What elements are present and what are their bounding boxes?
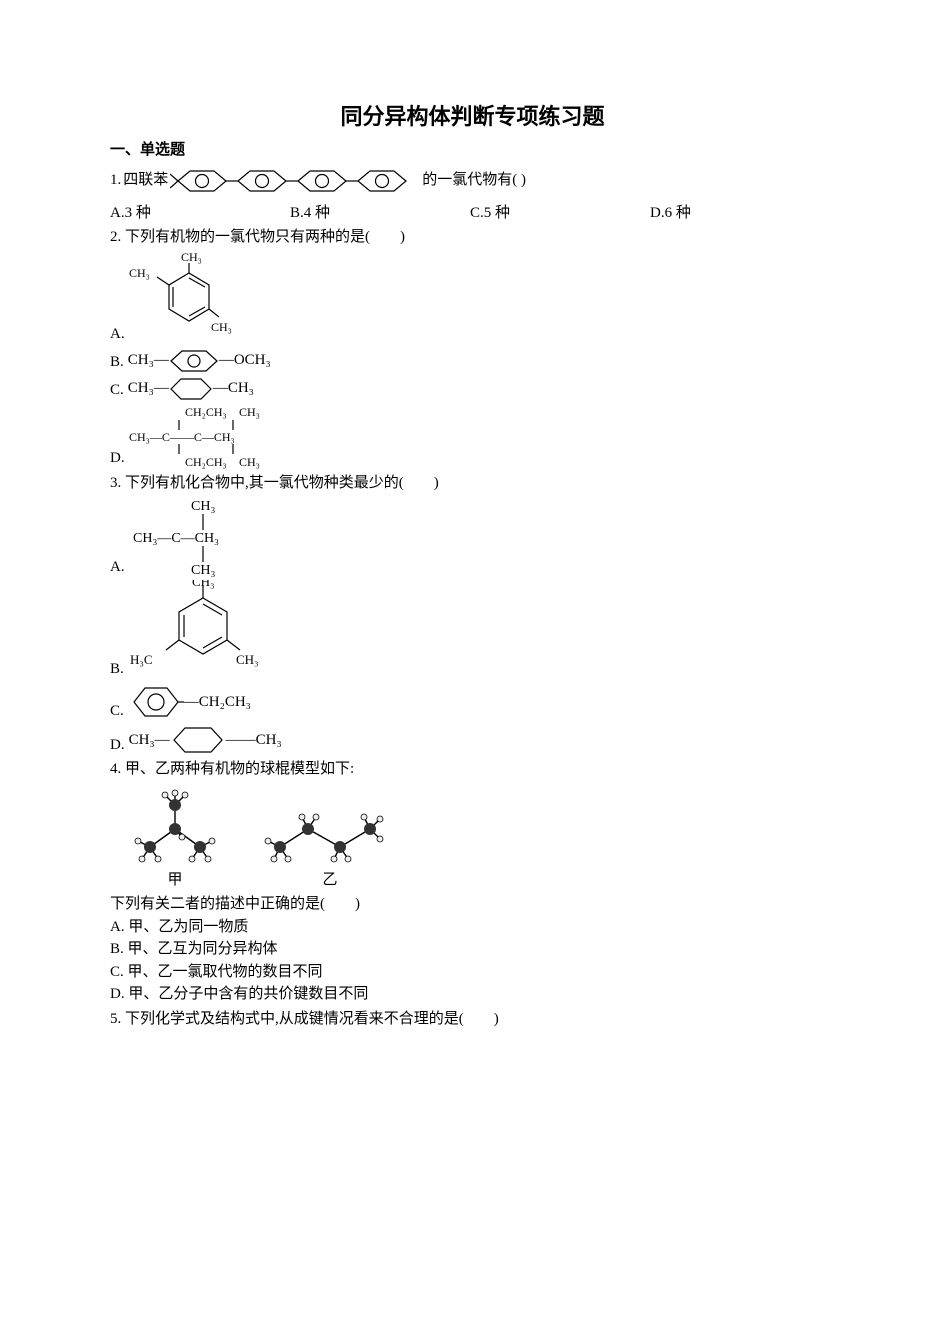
q1-opt-c: C.5 种	[470, 202, 650, 225]
q2-text: 2. 下列有机物的一氯代物只有两种的是( )	[110, 226, 835, 249]
q1-opt-b: B.4 种	[290, 202, 470, 225]
svg-text:CH₃: CH₃	[129, 266, 150, 280]
q3-opt-a-label: A.	[110, 556, 125, 579]
q4-text: 4. 甲、乙两种有机物的球棍模型如下:	[110, 758, 835, 781]
q4-model-yi	[260, 799, 400, 869]
q2-opt-d-label: D.	[110, 447, 125, 470]
svg-text:CH₃—C—CH₃: CH₃—C—CH₃	[133, 531, 219, 546]
q2-opt-a-structure: CH₃ CH₃ CH₃	[129, 251, 249, 346]
question-1: 1. 四联苯	[110, 164, 835, 225]
quaterphenyl-structure	[170, 164, 420, 198]
q2-opt-b-label: B.	[110, 351, 124, 374]
q4-opt-d: D. 甲、乙分子中含有的共价键数目不同	[110, 983, 835, 1006]
q3-d-right: —CH₃	[241, 729, 282, 752]
q2-opt-c-label: C.	[110, 379, 124, 402]
svg-text:CH₃: CH₃	[211, 320, 232, 334]
svg-text:CH₃: CH₃	[192, 580, 215, 589]
question-2: 2. 下列有机物的一氯代物只有两种的是( ) A.	[110, 226, 835, 470]
q3-opt-d-label: D.	[110, 734, 125, 757]
svg-text:CH₂CH₃: CH₂CH₃	[185, 405, 227, 419]
section-heading: 一、单选题	[110, 139, 835, 162]
svg-text:CH₃: CH₃	[191, 563, 215, 578]
svg-text:CH₃: CH₃	[236, 652, 259, 667]
q3-text: 3. 下列有机化合物中,其一氯代物种类最少的( )	[110, 472, 835, 495]
q4-opt-a: A. 甲、乙为同一物质	[110, 916, 835, 939]
q2-b-right: —OCH₃	[219, 349, 271, 372]
q3-d-dash: —	[226, 729, 241, 752]
q1-opt-a: A.3 种	[110, 202, 290, 225]
q3-opt-c-ring	[128, 682, 184, 722]
q2-c-left: CH₃—	[128, 377, 169, 400]
q2-opt-b-ring	[169, 348, 219, 374]
svg-text:CH₃: CH₃	[191, 499, 215, 514]
q4-caption-yi: 乙	[260, 869, 400, 892]
q4-caption-jia: 甲	[120, 869, 230, 892]
question-5: 5. 下列化学式及结构式中,从成键情况看来不合理的是( )	[110, 1008, 835, 1031]
q1-lead: 四联苯	[123, 169, 168, 192]
q4-opt-b: B. 甲、乙互为同分异构体	[110, 938, 835, 961]
q4-lead2: 下列有关二者的描述中正确的是( )	[110, 893, 835, 916]
q3-opt-b-label: B.	[110, 658, 124, 681]
q3-d-left: CH₃—	[129, 729, 170, 752]
q4-model-jia	[120, 789, 230, 869]
q2-b-left: CH₃—	[128, 349, 169, 372]
q3-opt-b-structure: CH₃ H₃C CH₃	[128, 580, 278, 680]
q2-opt-a-label: A.	[110, 323, 125, 346]
q3-c-formula: —CH₂CH₃	[184, 691, 251, 714]
svg-text:CH₃: CH₃	[181, 251, 202, 264]
q1-tail: 的一氯代物有( )	[422, 169, 526, 192]
page-title: 同分异构体判断专项练习题	[110, 100, 835, 133]
svg-text:H₃C: H₃C	[130, 652, 153, 667]
q2-c-right: —CH₃	[213, 377, 254, 400]
svg-text:CH₂CH₃: CH₂CH₃	[185, 455, 227, 469]
q5-text: 5. 下列化学式及结构式中,从成键情况看来不合理的是( )	[110, 1008, 835, 1031]
q3-opt-a-structure: CH₃ CH₃—C—CH₃ CH₃	[129, 496, 289, 578]
svg-text:CH₃—C——C—CH₃: CH₃—C——C—CH₃	[129, 430, 235, 444]
q4-opt-c: C. 甲、乙一氯取代物的数目不同	[110, 961, 835, 984]
q1-options: A.3 种 B.4 种 C.5 种 D.6 种	[110, 202, 835, 225]
q2-opt-c-ring	[169, 376, 213, 402]
q3-opt-c-label: C.	[110, 700, 124, 723]
q1-num: 1.	[110, 169, 121, 192]
question-4: 4. 甲、乙两种有机物的球棍模型如下:	[110, 758, 835, 1006]
q2-opt-d-structure: CH₂CH₃ CH₃—C——C—CH₃ CH₂CH₃ CH₃ CH₃	[129, 404, 309, 470]
svg-text:CH₃: CH₃	[239, 455, 260, 469]
q1-opt-d: D.6 种	[650, 202, 830, 225]
question-3: 3. 下列有机化合物中,其一氯代物种类最少的( ) A. CH₃ CH₃—C—C…	[110, 472, 835, 757]
q3-opt-d-ring	[170, 724, 226, 756]
svg-text:CH₃: CH₃	[239, 405, 260, 419]
